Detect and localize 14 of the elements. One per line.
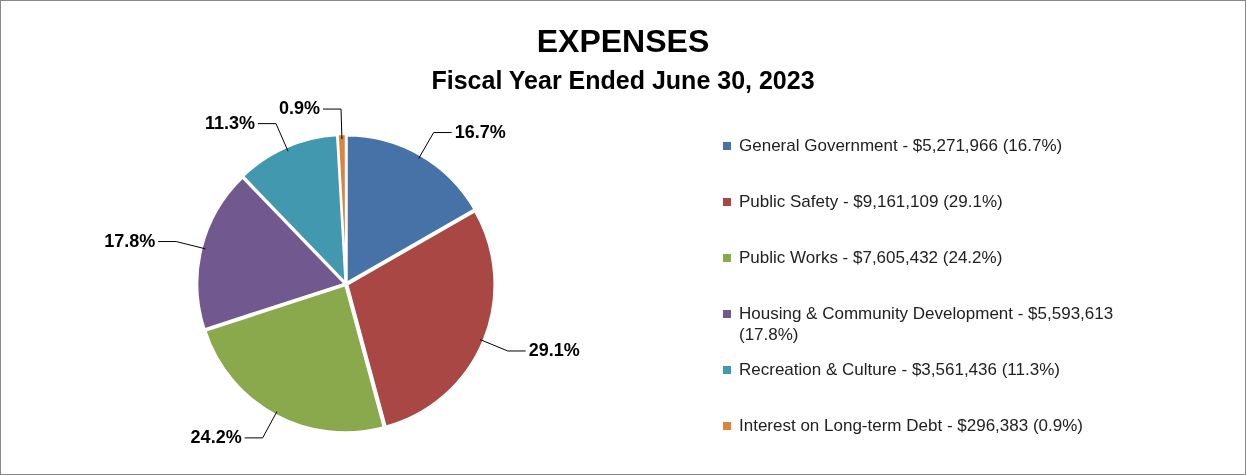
data-label: 0.9%: [279, 98, 321, 119]
legend-label: General Government - $5,271,966 (16.7%): [739, 136, 1063, 155]
legend-label: Interest on Long-term Debt - $296,383 (0.9%): [739, 416, 1083, 435]
legend-label: Housing & Community Development - $5,593,613 (17.8%): [739, 304, 1114, 344]
chart-subtitle: Fiscal Year Ended June 30, 2023: [430, 65, 816, 95]
data-label: 11.3%: [204, 112, 255, 133]
data-label: 29.1%: [528, 339, 580, 360]
legend-label: Public Works - $7,605,432 (24.2%): [739, 248, 1003, 267]
data-label: 17.8%: [104, 230, 156, 251]
chart-title: EXPENSES: [535, 23, 711, 59]
data-label: 16.7%: [454, 121, 506, 142]
legend-label: Public Safety - $9,161,109 (29.1%): [739, 192, 1003, 211]
legend-label: Recreation & Culture - $3,561,436 (11.3%): [739, 360, 1060, 379]
data-label: 24.2%: [190, 426, 242, 447]
